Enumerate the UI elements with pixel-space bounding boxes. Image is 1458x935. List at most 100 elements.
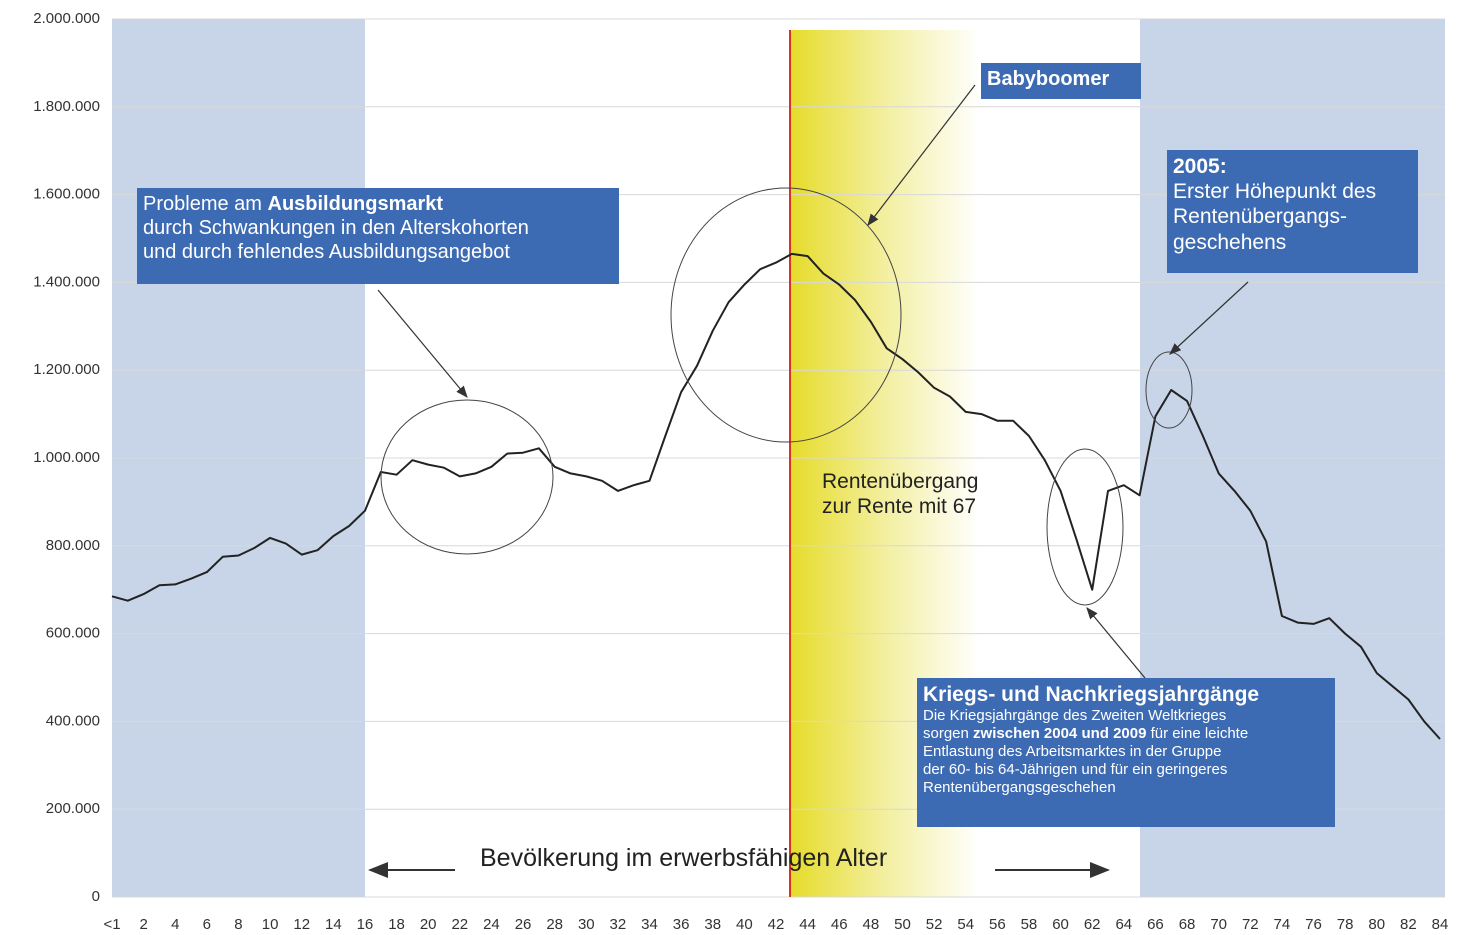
x-tick-label: 64	[1115, 916, 1132, 933]
x-tick-label: 20	[420, 916, 437, 933]
annotation-text: und durch fehlendes Ausbildungsangebot	[143, 241, 510, 263]
annotation-text: Rentenübergang	[822, 470, 979, 493]
x-tick-label: 6	[203, 916, 211, 933]
annotation-line: geschehens	[1173, 230, 1412, 255]
x-tick-label: 74	[1274, 916, 1291, 933]
x-tick-label: 66	[1147, 916, 1164, 933]
x-tick-label: 10	[262, 916, 279, 933]
x-tick-label: 16	[357, 916, 374, 933]
annotation-text: Rentenübergangs-	[1173, 205, 1347, 229]
x-tick-label: 70	[1210, 916, 1227, 933]
x-tick-label: 32	[610, 916, 627, 933]
annotation-text: Entlastung des Arbeitsmarktes in der Gru…	[923, 743, 1222, 761]
x-tick-label: 28	[546, 916, 563, 933]
annotation-text: Kriegs- und Nachkriegsjahrgänge	[923, 683, 1260, 706]
y-tick-label: 2.000.000	[33, 10, 100, 27]
arrows	[368, 84, 1249, 878]
x-tick-label: 22	[451, 916, 468, 933]
x-tick-label: 84	[1432, 916, 1449, 933]
x-tick-label: 30	[578, 916, 595, 933]
x-tick-label: 8	[234, 916, 242, 933]
annotation-line: Rentenübergangs-	[1173, 204, 1412, 229]
circle	[1145, 351, 1193, 429]
annotation-text: geschehens	[1173, 230, 1287, 254]
x-tick-label: 72	[1242, 916, 1259, 933]
annotation-box: 2005: Erster Höhepunkt des Rentenübergangs…	[1167, 150, 1418, 273]
x-tick-label: 56	[989, 916, 1006, 933]
x-tick-label: 44	[799, 916, 816, 933]
x-tick-label: 24	[483, 916, 500, 933]
annotation-line: Babyboomer	[987, 67, 1135, 91]
annotation-line: 2005:	[1173, 154, 1412, 179]
annotation-line: durch Schwankungen in den Alterskohorten	[143, 216, 613, 240]
annotation-text: Bevölkerung im erwerbsfähigen Alter	[480, 844, 888, 872]
y-tick-label: 800.000	[46, 537, 100, 554]
arrow	[867, 84, 976, 226]
arrow	[377, 289, 468, 398]
annotation-text: für eine leichte	[1146, 725, 1249, 743]
annotation-box: Babyboomer	[981, 63, 1141, 99]
x-tick-label: 76	[1305, 916, 1322, 933]
x-tick-label: 62	[1084, 916, 1101, 933]
x-tick-label: 60	[1052, 916, 1069, 933]
annotation-text: Rentenübergangsgeschehen	[923, 779, 1116, 797]
annotation-text: Babyboomer	[987, 68, 1110, 90]
x-tick-label: 78	[1337, 916, 1354, 933]
annotation-line: Entlastung des Arbeitsmarktes in der Gru…	[923, 743, 1329, 761]
annotation-line: Bevölkerung im erwerbsfähigen Alter	[480, 844, 887, 873]
annotation-line: Rentenübergangsgeschehen	[923, 779, 1329, 797]
annotation-text: Probleme am	[143, 193, 268, 215]
x-tick-label: 80	[1368, 916, 1385, 933]
x-tick-label: 12	[293, 916, 310, 933]
x-tick-label: 52	[926, 916, 943, 933]
y-tick-label: 1.400.000	[33, 273, 100, 290]
y-tick-label: 400.000	[46, 712, 100, 729]
x-tick-label: 46	[831, 916, 848, 933]
y-tick-label: 1.600.000	[33, 186, 100, 203]
arrow	[1169, 281, 1249, 355]
y-tick-label: 1.800.000	[33, 98, 100, 115]
annotation-text: sorgen	[923, 725, 974, 743]
annotation-line: Rentenübergang	[822, 470, 978, 495]
plot-layer	[111, 252, 1441, 740]
annotation-text: Erster Höhepunkt des	[1173, 180, 1377, 204]
annotation-box: Probleme am Ausbildungsmarkt durch Schwan…	[137, 188, 619, 284]
annotation-line: und durch fehlendes Ausbildungsangebot	[143, 240, 613, 264]
x-tick-label: 26	[515, 916, 532, 933]
y-tick-label: 600.000	[46, 625, 100, 642]
circles	[380, 187, 1193, 606]
annotation-text: Ausbildungsmarkt	[267, 193, 444, 215]
x-tick-label: 58	[1021, 916, 1038, 933]
x-tick-label: 40	[736, 916, 753, 933]
circle	[380, 399, 554, 555]
annotation-text: zwischen 2004 und 2009	[973, 725, 1147, 743]
annotation-text: Rentenübergang zur Rente mit 67	[822, 470, 978, 520]
annotation-line: Kriegs- und Nachkriegsjahrgänge	[923, 682, 1329, 707]
x-tick-label: 36	[673, 916, 690, 933]
x-tick-label: 4	[171, 916, 179, 933]
x-tick-label: 50	[894, 916, 911, 933]
x-tick-label: 38	[704, 916, 721, 933]
annotation-line: sorgen zwischen 2004 und 2009 für eine l…	[923, 725, 1329, 743]
annotation-text: der 60- bis 64-Jährigen und für ein geri…	[923, 761, 1228, 779]
grid-layer	[112, 18, 1445, 898]
annotation-line: der 60- bis 64-Jährigen und für ein geri…	[923, 761, 1329, 779]
annotation-box: Kriegs- und Nachkriegsjahrgänge Die Krieg…	[917, 678, 1335, 827]
x-tick-label: 2	[139, 916, 147, 933]
x-tick-label: 54	[957, 916, 974, 933]
x-tick-label: 14	[325, 916, 342, 933]
x-tick-label: <1	[103, 916, 120, 933]
circle	[1046, 448, 1124, 606]
annotation-text: zur Rente mit 67	[822, 494, 977, 518]
y-tick-label: 200.000	[46, 800, 100, 817]
data-line	[111, 252, 1441, 740]
annotation-text: durch Schwankungen in den Alterskohorten	[143, 217, 529, 239]
arrow	[1086, 607, 1146, 679]
annotation-text: Bevölkerung im erwerbsfähigen Alter	[480, 844, 887, 873]
annotation-text: Die Kriegsjahrgänge des Zweiten Weltkrie…	[923, 707, 1227, 725]
annotation-text: 2005:	[1173, 155, 1227, 178]
y-tick-label: 1.200.000	[33, 361, 100, 378]
annotation-line: Die Kriegsjahrgänge des Zweiten Weltkrie…	[923, 707, 1329, 725]
x-tick-label: 18	[388, 916, 405, 933]
